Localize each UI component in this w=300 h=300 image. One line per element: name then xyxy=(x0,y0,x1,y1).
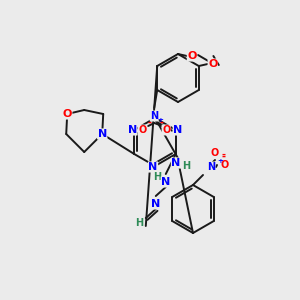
Text: O: O xyxy=(211,148,219,158)
Text: O: O xyxy=(62,109,72,119)
Text: O: O xyxy=(208,59,218,69)
Text: O: O xyxy=(221,160,229,170)
Text: N: N xyxy=(171,158,181,168)
Text: O: O xyxy=(187,51,197,61)
Text: -: - xyxy=(222,150,226,160)
Text: N: N xyxy=(98,129,107,139)
Text: N: N xyxy=(173,125,182,135)
Text: H: H xyxy=(135,218,143,228)
Text: N: N xyxy=(161,177,170,187)
Text: -: - xyxy=(147,118,151,128)
Text: -: - xyxy=(221,152,225,162)
Text: N: N xyxy=(148,162,158,172)
Text: H: H xyxy=(153,172,161,182)
Text: N: N xyxy=(128,125,137,135)
Text: N: N xyxy=(151,199,160,209)
Text: +: + xyxy=(157,117,163,123)
Text: N: N xyxy=(207,162,215,172)
Text: O: O xyxy=(138,125,146,135)
Text: H: H xyxy=(182,161,190,171)
Text: O: O xyxy=(162,125,170,135)
Text: N: N xyxy=(150,111,158,121)
Text: -: - xyxy=(159,118,163,128)
Text: +: + xyxy=(217,158,223,164)
